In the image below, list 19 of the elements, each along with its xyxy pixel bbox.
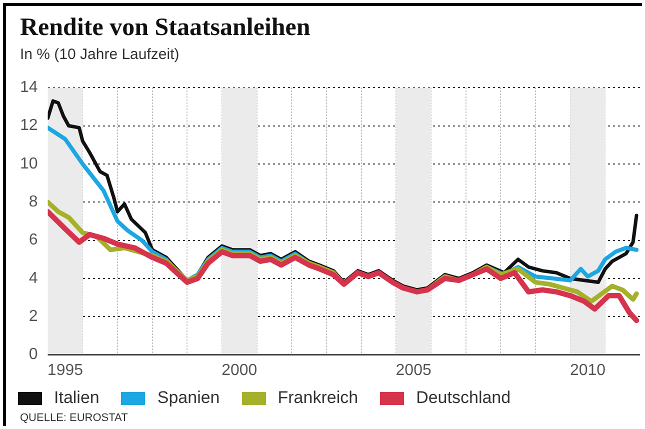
y-tick-label: 8 — [28, 194, 38, 211]
legend-label: Spanien — [157, 388, 220, 408]
x-tick-label: 2000 — [222, 362, 258, 379]
y-tick-label: 4 — [28, 270, 38, 287]
chart-subtitle: In % (10 Jahre Laufzeit) — [20, 46, 180, 63]
x-tick-label: 2005 — [396, 362, 432, 379]
legend-label: Deutschland — [416, 388, 511, 408]
legend-label: Italien — [54, 388, 100, 408]
y-tick-label: 0 — [28, 346, 38, 364]
y-tick-label: 2 — [28, 308, 38, 326]
x-tick-label: 2010 — [570, 362, 606, 379]
y-tick-label: 12 — [20, 117, 38, 134]
chart-title: Rendite von Staatsanleihen — [20, 14, 310, 42]
y-tick-label: 6 — [28, 232, 38, 249]
y-tick-label: 14 — [20, 79, 38, 96]
y-tick-label: 10 — [20, 155, 38, 172]
x-tick-label: 1995 — [47, 362, 84, 379]
legend-label: Frankreich — [278, 388, 358, 408]
source-note: QUELLE: EUROSTAT — [20, 412, 128, 424]
